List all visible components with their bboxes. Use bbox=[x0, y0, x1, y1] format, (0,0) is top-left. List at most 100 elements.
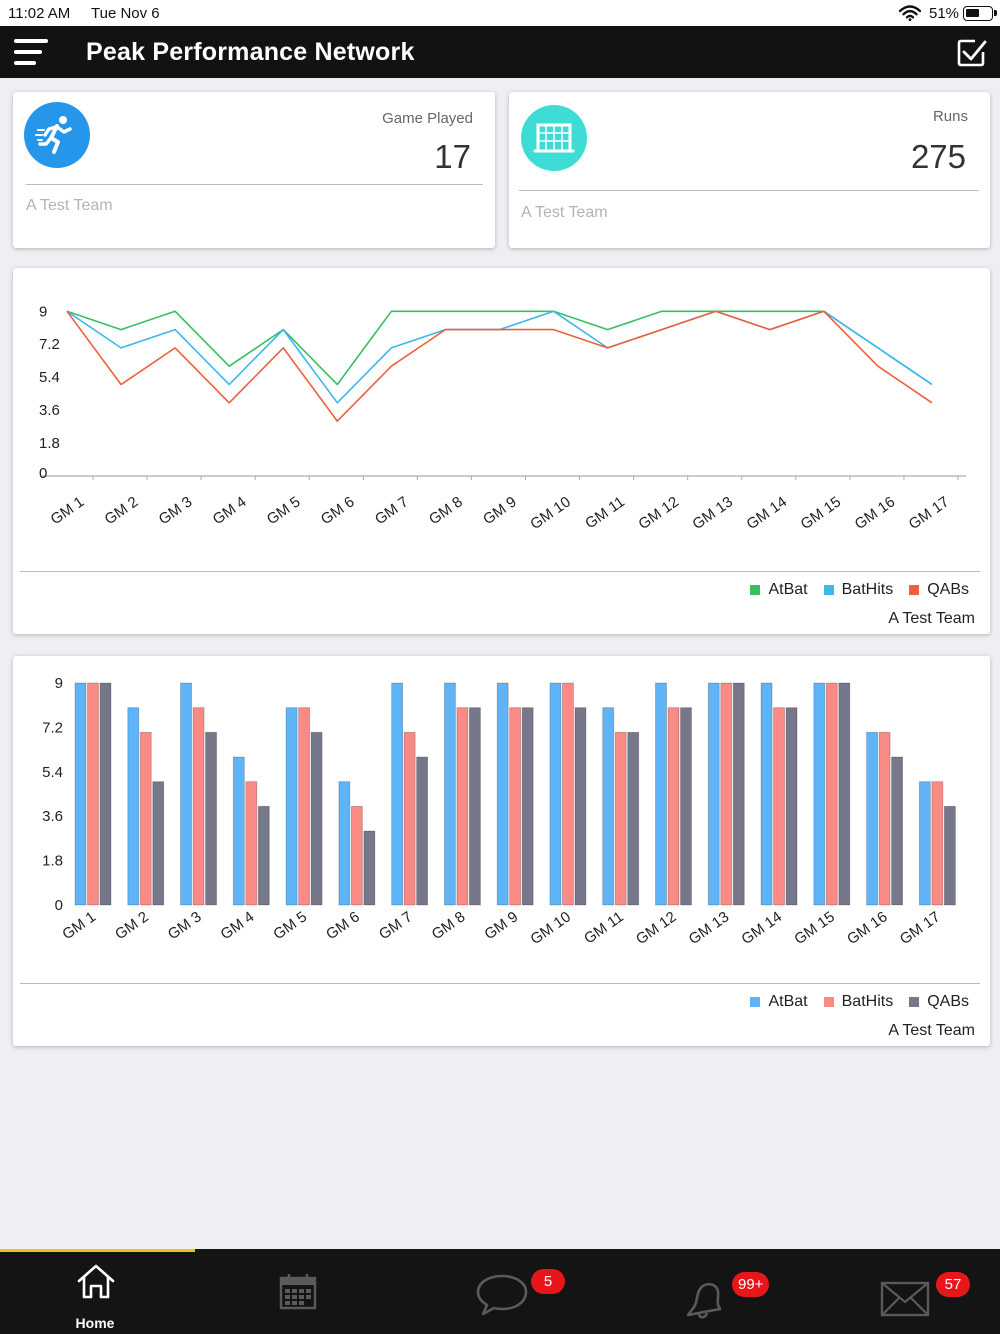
runs-label: Runs bbox=[932, 108, 968, 125]
x-tick-label: GM 7 bbox=[376, 908, 416, 943]
tab-home[interactable]: Home bbox=[0, 1252, 200, 1334]
y-tick-label: 7.2 bbox=[42, 719, 63, 736]
bar-bathits bbox=[139, 731, 152, 906]
goal-net-icon-badge bbox=[521, 105, 587, 171]
bar-qabs bbox=[521, 707, 534, 906]
bar-bathits bbox=[720, 682, 733, 906]
x-tick-label: GM 5 bbox=[270, 908, 310, 943]
x-tick-label: GM 13 bbox=[689, 493, 736, 533]
bar-bathits bbox=[298, 707, 310, 906]
bar-bathits bbox=[773, 707, 785, 906]
x-tick-label: GM 14 bbox=[738, 908, 785, 948]
bar-qabs bbox=[416, 756, 429, 906]
legend-label: BatHits bbox=[841, 993, 894, 1010]
bar-qabs bbox=[838, 682, 851, 906]
x-tick-label: GM 7 bbox=[372, 493, 412, 528]
divider bbox=[519, 190, 979, 191]
x-tick-label: GM 1 bbox=[47, 493, 87, 528]
mail-icon bbox=[880, 1281, 930, 1317]
x-tick-label: GM 13 bbox=[686, 908, 733, 948]
legend-label: AtBat bbox=[768, 581, 808, 598]
tab-home-label: Home bbox=[75, 1315, 115, 1331]
bar-legend-atbat: AtBat bbox=[750, 993, 808, 1011]
bar-atbat bbox=[866, 731, 878, 906]
legend-swatch bbox=[909, 997, 920, 1007]
y-tick-label: 0 bbox=[55, 897, 63, 914]
y-tick-label: 0 bbox=[39, 465, 47, 482]
series-line-qabs bbox=[66, 310, 933, 422]
hamburger-menu-icon[interactable] bbox=[14, 37, 50, 67]
wifi-icon bbox=[899, 5, 921, 21]
x-tick-label: GM 5 bbox=[264, 493, 304, 528]
bar-atbat bbox=[813, 682, 826, 906]
legend-label: AtBat bbox=[768, 993, 808, 1010]
y-tick-label: 1.8 bbox=[39, 435, 60, 452]
bar-chart-legend: AtBat BatHits QABs bbox=[734, 993, 969, 1011]
x-tick-label: GM 9 bbox=[480, 493, 520, 528]
legend-swatch bbox=[823, 997, 834, 1007]
battery-icon bbox=[963, 6, 997, 21]
x-tick-label: GM 14 bbox=[743, 493, 790, 533]
x-tick-label: GM 6 bbox=[323, 908, 363, 943]
y-tick-label: 9 bbox=[39, 303, 47, 320]
x-tick-label: GM 2 bbox=[102, 493, 142, 528]
line-legend-atbat: AtBat bbox=[750, 581, 808, 599]
legend-swatch bbox=[750, 997, 761, 1007]
series-line-bathits bbox=[66, 310, 933, 404]
bar-bathits bbox=[825, 682, 838, 906]
x-tick-label: GM 12 bbox=[635, 493, 682, 533]
chat-badge: 5 bbox=[531, 1269, 565, 1294]
bar-bathits bbox=[456, 707, 469, 906]
bar-qabs bbox=[627, 731, 640, 906]
status-bar: 11:02 AM Tue Nov 6 51% bbox=[0, 0, 1000, 26]
bar-bathits bbox=[931, 781, 944, 906]
tab-chat[interactable]: 5 bbox=[400, 1252, 600, 1334]
bar-chart: 0 1.8 3.6 5.4 7.2 9 GM 1 GM 2 GM 3 GM 4 GM 5 GM 6 GM… bbox=[42, 675, 956, 948]
bar-atbat bbox=[655, 682, 667, 906]
tab-mail[interactable]: 57 bbox=[800, 1252, 1000, 1334]
games-played-card: Game Played 17 A Test Team bbox=[13, 92, 495, 248]
x-tick-label: GM 8 bbox=[429, 908, 469, 943]
line-chart-legend: AtBat BatHits QABs bbox=[734, 581, 969, 599]
bar-bathits bbox=[562, 682, 574, 906]
bar-bathits bbox=[87, 682, 99, 906]
x-tick-label: GM 11 bbox=[582, 493, 628, 532]
mail-badge: 57 bbox=[936, 1272, 970, 1297]
x-tick-label: GM 4 bbox=[218, 908, 258, 943]
app-title: Peak Performance Network bbox=[86, 38, 415, 66]
bar-atbat bbox=[338, 781, 351, 906]
bar-atbat bbox=[760, 682, 773, 906]
bar-bathits bbox=[614, 731, 627, 906]
bar-bathits bbox=[667, 707, 680, 906]
divider bbox=[20, 983, 980, 984]
tab-calendar[interactable] bbox=[200, 1252, 400, 1334]
y-tick-label: 3.6 bbox=[39, 402, 60, 419]
bar-atbat bbox=[127, 707, 140, 906]
series-line-atbat bbox=[66, 310, 933, 386]
bar-atbat bbox=[496, 682, 509, 906]
bar-atbat bbox=[549, 682, 562, 906]
divider bbox=[20, 571, 980, 572]
divider bbox=[26, 184, 483, 185]
x-tick-label: GM 12 bbox=[633, 908, 680, 948]
bar-legend-qabs: QABs bbox=[909, 993, 969, 1011]
team-name: A Test Team bbox=[888, 610, 975, 627]
bar-qabs bbox=[99, 682, 112, 906]
x-tick-label: GM 10 bbox=[527, 908, 574, 948]
bar-atbat bbox=[918, 781, 931, 906]
bottom-tab-bar: Home 5 99+ 57 bbox=[0, 1249, 1000, 1334]
checkbox-check-icon[interactable] bbox=[955, 37, 987, 69]
bar-atbat bbox=[602, 707, 615, 906]
x-tick-label: GM 9 bbox=[481, 908, 521, 943]
team-name: A Test Team bbox=[26, 197, 113, 214]
status-time: 11:02 AM bbox=[8, 5, 71, 22]
bar-qabs bbox=[785, 707, 798, 906]
bar-qabs bbox=[363, 830, 376, 906]
x-tick-label: GM 10 bbox=[527, 493, 574, 533]
tab-notifications[interactable]: 99+ bbox=[600, 1252, 800, 1334]
chat-icon bbox=[476, 1274, 528, 1316]
x-tick-label: GM 16 bbox=[852, 493, 899, 533]
active-tab-indicator bbox=[0, 1249, 195, 1252]
legend-label: QABs bbox=[927, 581, 969, 598]
line-legend-bathits: BatHits bbox=[823, 581, 893, 599]
